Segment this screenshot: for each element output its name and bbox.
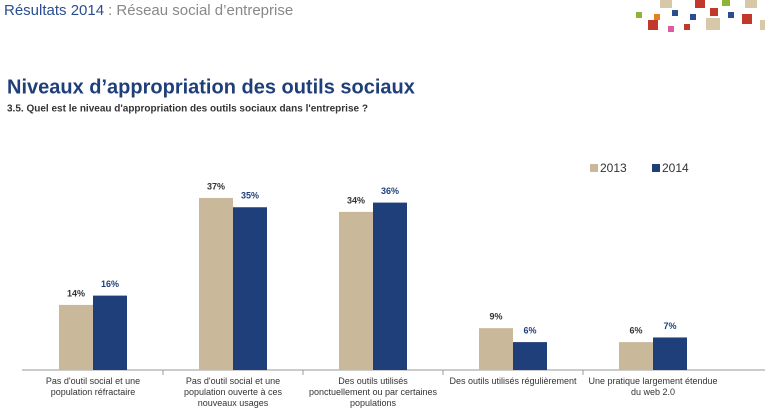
bar	[653, 337, 687, 370]
x-tick-label: Des outils utilisés régulièrement	[449, 376, 577, 386]
bar	[619, 342, 653, 370]
legend-label: 2014	[662, 161, 689, 175]
header: Résultats 2014: Réseau social d’entrepri…	[4, 2, 293, 19]
value-label: 6%	[629, 325, 642, 335]
value-label: 34%	[347, 195, 365, 205]
x-tick-label: Une pratique largement étendue du web 2.…	[588, 376, 718, 397]
value-label: 9%	[489, 312, 502, 322]
bar	[59, 304, 93, 370]
value-label: 35%	[241, 191, 259, 201]
x-tick-label: Pas d'outil social et une population ouv…	[183, 376, 283, 408]
header-topic: : Réseau social d’entreprise	[108, 2, 293, 19]
value-label: 16%	[101, 279, 119, 289]
bar	[199, 197, 233, 370]
bar	[233, 207, 267, 370]
chart-title: Niveaux d’appropriation des outils socia…	[7, 76, 415, 98]
bar	[93, 295, 127, 370]
legend-label: 2013	[600, 161, 627, 175]
bar	[513, 342, 547, 370]
legend-swatch	[590, 164, 598, 172]
header-section: Résultats 2014	[4, 2, 104, 19]
value-label: 7%	[663, 321, 676, 331]
value-label: 36%	[381, 186, 399, 196]
x-tick-label: Des outils utilisés ponctuellement ou pa…	[308, 376, 438, 408]
bar	[373, 202, 407, 370]
value-label: 37%	[207, 181, 225, 191]
value-label: 14%	[67, 288, 85, 298]
chart-subtitle: 3.5. Quel est le niveau d'appropriation …	[7, 104, 368, 115]
value-label: 6%	[523, 325, 536, 335]
logo	[636, 0, 765, 32]
x-tick-label: Pas d'outil social et une population réf…	[45, 376, 141, 397]
bar	[339, 211, 373, 370]
bar	[479, 328, 513, 370]
legend-swatch	[652, 164, 660, 172]
